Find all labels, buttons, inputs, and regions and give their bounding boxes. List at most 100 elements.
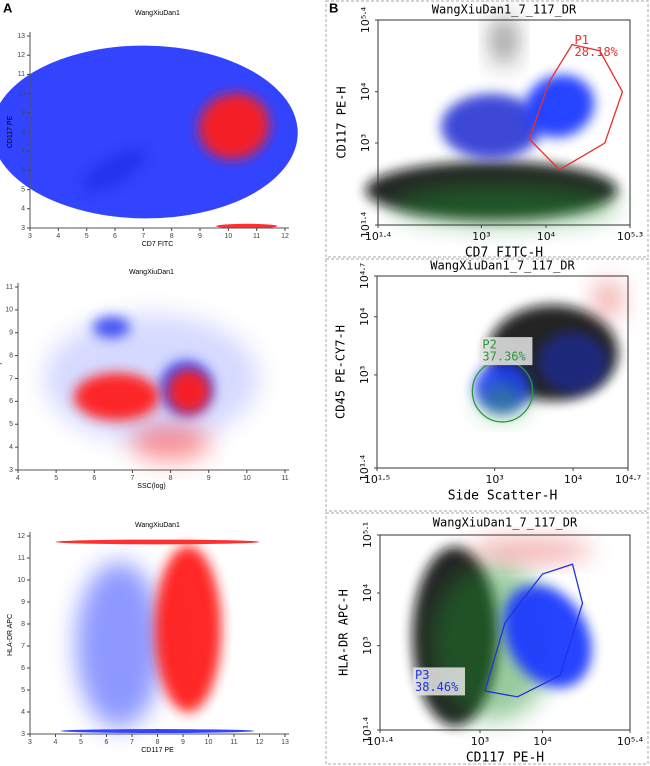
y-tick-label: 3 [21,731,25,738]
y-tick-label: 8 [21,129,25,136]
gate-label-box [480,337,533,366]
cloud [74,373,160,421]
point-cloud [474,279,623,417]
x-tick-label: 9 [207,475,211,482]
x-tick-label: 10 [243,475,251,482]
y-tick-label: 11 [18,555,25,562]
y-tick-label: 7 [9,375,13,382]
cloud [82,149,146,192]
y-tick-label: 7 [21,643,25,650]
cloud [491,15,517,66]
y-tick-label: 10⁴ [359,82,372,101]
y-tick-label: 4 [21,206,25,213]
point-cloud [0,45,298,229]
y-tick-label: 9 [9,330,13,337]
y-tick-label: 3 [9,467,13,474]
cloud [524,74,595,138]
x-tick-label: 10¹·⁴ [365,230,392,243]
x-tick-label: 7 [130,739,134,746]
gate-percent: 38.46% [415,680,459,694]
gate-percent: 37.36% [482,350,526,364]
y-tick-label: 10¹·⁴ [358,454,371,481]
plot-frame [379,534,631,731]
x-tick-label: 3 [28,233,32,240]
cloud [467,538,593,563]
cloud [130,424,211,461]
y-tick-label: 4 [9,444,13,451]
x-axis-label: Side Scatter-H [448,489,558,504]
x-tick-label: 6 [105,739,109,746]
cloud [60,729,255,734]
cloud [390,184,618,225]
x-tick-label: 6 [92,475,96,482]
y-tick-label: 6 [21,665,25,672]
y-tick-label: 11 [18,71,25,78]
cloud [537,331,608,394]
plot-title: WangXiuDan1_7_117_DR [432,3,577,17]
plot-title: WangXiuDan1_7_117_DR [430,259,575,273]
y-tick-label: 3 [21,225,25,232]
y-tick-label: 5 [21,186,25,193]
x-axis-label: CD7 FITC [142,241,174,248]
point-cloud [55,539,260,734]
y-tick-label: 12 [17,533,25,540]
cloud [44,314,259,443]
x-tick-label: 6 [113,233,117,240]
x-tick-label: 5 [85,233,89,240]
y-tick-label: 10³ [358,366,371,384]
x-tick-label: 10¹·⁴ [367,735,394,748]
x-tick-label: 8 [169,475,173,482]
x-tick-label: 12 [256,739,264,746]
y-axis-label: HLA-DR APC-H [337,589,351,676]
y-tick-label: 10¹·⁴ [359,211,372,238]
x-tick-label: 11 [253,233,260,240]
point-cloud [365,15,618,225]
gate-name: P3 [415,668,429,682]
y-tick-label: 10⁴ [358,307,371,326]
gate-name: P2 [482,338,496,352]
x-tick-label: 4 [56,233,60,240]
x-axis-label: CD117 PE-H [466,751,544,766]
y-tick-label: 10⁴ [361,583,374,602]
plot-title: WangXiuDan1 [135,10,180,17]
x-tick-label: 10 [205,739,213,746]
x-axis-label: SSC(log) [137,483,165,490]
y-tick-label: 5 [9,421,13,428]
cloud [0,45,298,219]
y-axis-label: CD117 PE-H [335,86,349,158]
plot-title: WangXiuDan1 [129,269,174,276]
y-axis-label: CD45 PE-CY7-H [334,325,348,419]
y-tick-label: 10 [17,577,25,584]
y-tick-label: 11 [6,284,13,291]
x-tick-label: 10³ [472,230,490,243]
x-tick-label: 10⁴ [533,735,552,748]
x-tick-label: 4 [54,739,58,746]
x-tick-label: 10³ [485,473,503,486]
x-tick-label: 10³ [471,735,489,748]
y-tick-label: 10 [17,90,25,97]
panel-letter: A [3,0,13,15]
y-tick-label: 10³ [359,134,372,152]
point-cloud [44,314,259,461]
x-tick-label: 10⁴ [537,230,556,243]
gate-name: P1 [575,33,589,47]
cloud [55,539,260,545]
x-tick-label: 13 [281,739,289,746]
y-tick-label: 7 [21,148,25,155]
y-axis-label: CD117 PE [7,115,14,148]
gate [528,43,624,171]
gate-label-box [413,667,465,696]
panel-border [325,0,649,258]
x-tick-label: 8 [170,233,174,240]
point-cloud [412,538,593,727]
x-tick-label: 12 [281,233,289,240]
x-tick-label: 8 [156,739,160,746]
x-tick-label: 10⁵·⁴ [617,735,644,748]
gate-percent: 28.18% [575,45,619,59]
x-tick-label: 3 [28,739,32,746]
x-tick-label: 7 [130,475,134,482]
y-axis-label: HLA-DR APC [7,614,14,656]
cloud [75,561,163,729]
x-tick-label: 7 [141,233,145,240]
y-tick-label: 8 [21,621,25,628]
